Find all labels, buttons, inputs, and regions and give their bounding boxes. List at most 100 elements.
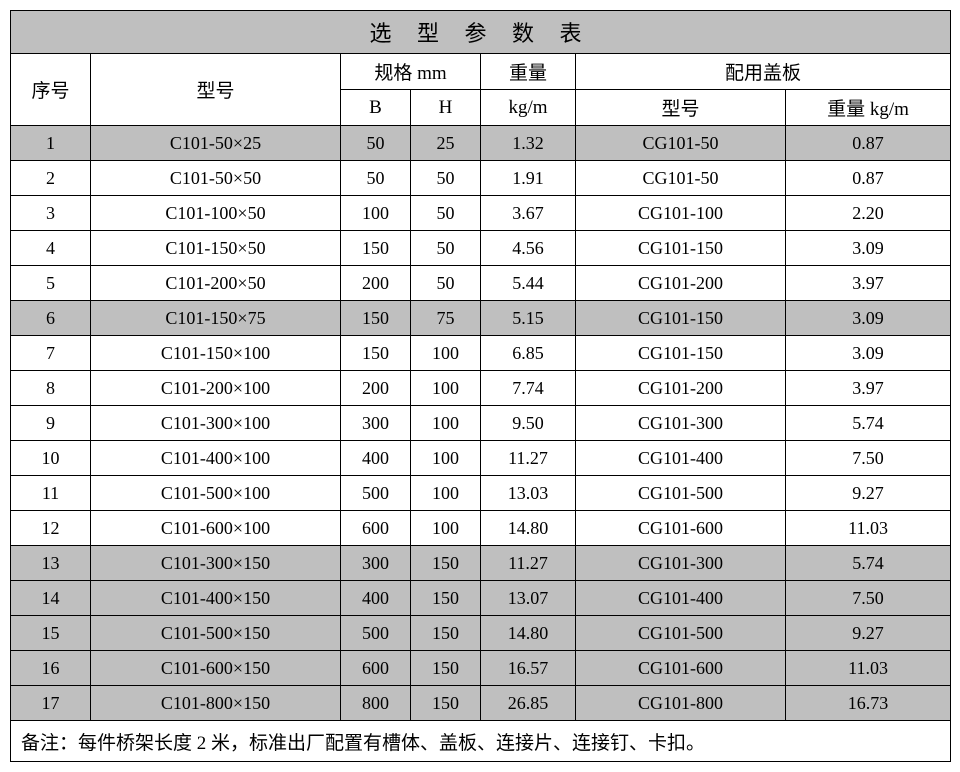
cell-wt: 13.03 [481,476,576,511]
cell-covwt: 3.97 [786,371,951,406]
cell-seq: 11 [11,476,91,511]
cell-seq: 17 [11,686,91,721]
table-row: 8C101-200×1002001007.74CG101-2003.97 [11,371,951,406]
cell-seq: 6 [11,301,91,336]
cell-cov: CG101-50 [576,161,786,196]
table-row: 15C101-500×15050015014.80CG101-5009.27 [11,616,951,651]
col-header-seq: 序号 [11,54,91,126]
cell-seq: 9 [11,406,91,441]
table-body: 1C101-50×2550251.32CG101-500.872C101-50×… [11,126,951,721]
cell-wt: 13.07 [481,581,576,616]
cell-cov: CG101-600 [576,651,786,686]
cell-model: C101-150×100 [91,336,341,371]
table-row: 14C101-400×15040015013.07CG101-4007.50 [11,581,951,616]
cell-wt: 9.50 [481,406,576,441]
cell-model: C101-200×50 [91,266,341,301]
cell-b: 300 [341,406,411,441]
cell-h: 50 [411,196,481,231]
cell-covwt: 7.50 [786,581,951,616]
col-header-h: H [411,90,481,126]
cell-wt: 1.32 [481,126,576,161]
cell-covwt: 3.97 [786,266,951,301]
cell-b: 400 [341,441,411,476]
cell-covwt: 0.87 [786,161,951,196]
cell-wt: 7.74 [481,371,576,406]
col-header-spec-group: 规格 mm [341,54,481,90]
table-title: 选 型 参 数 表 [11,11,951,54]
table-row: 2C101-50×5050501.91CG101-500.87 [11,161,951,196]
table-row: 13C101-300×15030015011.27CG101-3005.74 [11,546,951,581]
cell-h: 100 [411,406,481,441]
cell-h: 100 [411,511,481,546]
table-row: 9C101-300×1003001009.50CG101-3005.74 [11,406,951,441]
cell-cov: CG101-300 [576,406,786,441]
cell-model: C101-300×100 [91,406,341,441]
cell-model: C101-150×50 [91,231,341,266]
cell-seq: 4 [11,231,91,266]
cell-seq: 12 [11,511,91,546]
cell-b: 200 [341,371,411,406]
cell-h: 150 [411,616,481,651]
cell-covwt: 3.09 [786,301,951,336]
cell-covwt: 11.03 [786,511,951,546]
cell-b: 50 [341,126,411,161]
cell-covwt: 3.09 [786,336,951,371]
cell-wt: 1.91 [481,161,576,196]
cell-covwt: 5.74 [786,546,951,581]
cell-wt: 5.44 [481,266,576,301]
cell-model: C101-400×150 [91,581,341,616]
cell-h: 150 [411,686,481,721]
col-header-cover-model: 型号 [576,90,786,126]
cell-seq: 2 [11,161,91,196]
cell-b: 100 [341,196,411,231]
cell-h: 150 [411,651,481,686]
cell-cov: CG101-200 [576,371,786,406]
cell-wt: 6.85 [481,336,576,371]
cell-wt: 14.80 [481,616,576,651]
cell-covwt: 5.74 [786,406,951,441]
cell-cov: CG101-500 [576,616,786,651]
cell-seq: 3 [11,196,91,231]
cell-seq: 14 [11,581,91,616]
cell-h: 50 [411,231,481,266]
cell-cov: CG101-400 [576,441,786,476]
cell-h: 100 [411,476,481,511]
cell-wt: 11.27 [481,441,576,476]
cell-model: C101-600×150 [91,651,341,686]
table-row: 11C101-500×10050010013.03CG101-5009.27 [11,476,951,511]
col-header-cover-group: 配用盖板 [576,54,951,90]
cell-wt: 16.57 [481,651,576,686]
table-row: 16C101-600×15060015016.57CG101-60011.03 [11,651,951,686]
cell-h: 100 [411,336,481,371]
table-row: 1C101-50×2550251.32CG101-500.87 [11,126,951,161]
cell-seq: 16 [11,651,91,686]
cell-b: 150 [341,336,411,371]
col-header-b: B [341,90,411,126]
cell-h: 100 [411,371,481,406]
cell-wt: 14.80 [481,511,576,546]
cell-model: C101-300×150 [91,546,341,581]
cell-cov: CG101-150 [576,231,786,266]
cell-model: C101-800×150 [91,686,341,721]
cell-cov: CG101-600 [576,511,786,546]
col-header-model: 型号 [91,54,341,126]
cell-model: C101-400×100 [91,441,341,476]
cell-b: 600 [341,651,411,686]
cell-b: 150 [341,231,411,266]
cell-cov: CG101-400 [576,581,786,616]
header-row-1: 序号 型号 规格 mm 重量 配用盖板 [11,54,951,90]
cell-h: 150 [411,581,481,616]
cell-cov: CG101-200 [576,266,786,301]
cell-covwt: 2.20 [786,196,951,231]
table-row: 3C101-100×50100503.67CG101-1002.20 [11,196,951,231]
cell-h: 150 [411,546,481,581]
cell-model: C101-500×150 [91,616,341,651]
selection-parameters-table: 选 型 参 数 表 序号 型号 规格 mm 重量 配用盖板 B H kg/m 型… [10,10,951,762]
table-row: 17C101-800×15080015026.85CG101-80016.73 [11,686,951,721]
cell-seq: 7 [11,336,91,371]
cell-seq: 8 [11,371,91,406]
cell-covwt: 0.87 [786,126,951,161]
table-row: 10C101-400×10040010011.27CG101-4007.50 [11,441,951,476]
cell-cov: CG101-100 [576,196,786,231]
cell-h: 100 [411,441,481,476]
